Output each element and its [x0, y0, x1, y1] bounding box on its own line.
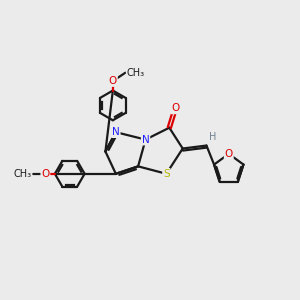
Text: O: O: [41, 169, 50, 179]
Text: N: N: [142, 135, 149, 145]
Text: N: N: [112, 127, 120, 137]
Text: O: O: [109, 76, 117, 86]
Text: CH₃: CH₃: [127, 68, 145, 78]
Text: S: S: [163, 169, 170, 179]
Text: O: O: [225, 149, 233, 159]
Text: CH₃: CH₃: [14, 169, 32, 179]
Text: H: H: [209, 132, 217, 142]
Text: O: O: [171, 103, 179, 113]
